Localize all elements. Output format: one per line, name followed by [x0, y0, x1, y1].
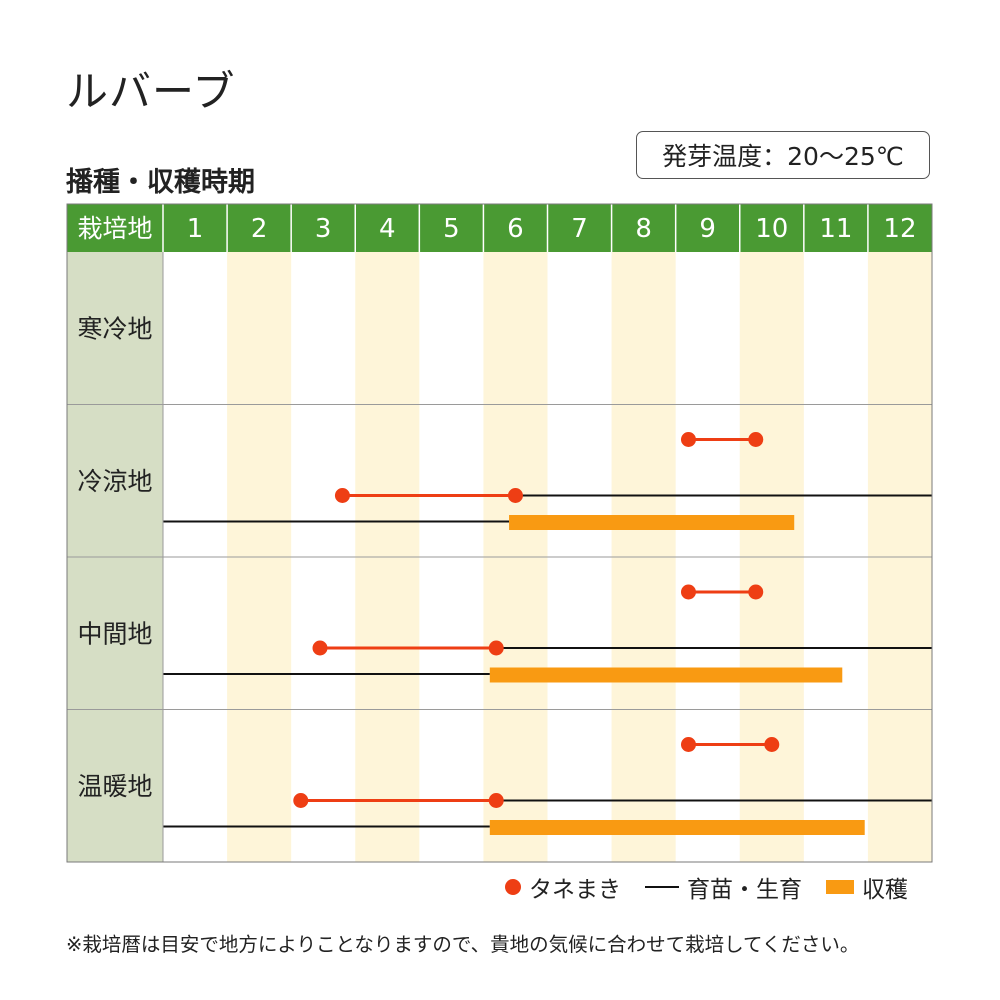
seeding-dot: [334, 488, 350, 503]
harvest-bar: [489, 820, 865, 835]
month-label-12: 12: [883, 214, 916, 244]
seeding-dot: [680, 432, 696, 447]
region-label: 温暖地: [77, 772, 152, 801]
seeding-dot: [748, 432, 764, 447]
month-label-2: 2: [251, 214, 268, 244]
seeding-dot: [312, 640, 328, 656]
seeding-dot: [748, 584, 764, 600]
legend-harvest-label: 収穫: [862, 877, 908, 903]
month-label-5: 5: [443, 214, 460, 244]
month-label-11: 11: [819, 214, 852, 244]
region-label: 冷涼地: [77, 467, 152, 496]
month-label-8: 8: [635, 214, 652, 244]
germination-temp-badge: 発芽温度：20～25℃: [636, 131, 930, 179]
legend: タネまき 育苗・生育 収穫: [505, 870, 908, 904]
legend-harvest: 収穫: [826, 870, 908, 904]
seeding-dot: [680, 737, 696, 752]
seeding-dot: [488, 793, 504, 808]
page-title: ルバーブ: [66, 67, 236, 116]
seeding-dot: [293, 793, 309, 808]
region-label: 中間地: [77, 619, 152, 648]
legend-grow: 育苗・生育: [645, 870, 802, 904]
region-label: 寒冷地: [77, 314, 152, 343]
month-label-7: 7: [571, 214, 588, 244]
legend-grow-label: 育苗・生育: [687, 877, 802, 903]
legend-seed: タネまき: [505, 870, 621, 904]
seeding-dot: [764, 737, 780, 752]
chart-border: [66, 203, 933, 863]
legend-seed-label: タネまき: [529, 877, 621, 903]
seeding-dot: [507, 488, 523, 503]
footnote: ※栽培暦は目安で地方によりことなりますので、貴地の気候に合わせて栽培してください…: [66, 933, 860, 956]
month-label-10: 10: [755, 214, 788, 244]
month-label-1: 1: [187, 214, 204, 244]
header-label: 栽培地: [77, 214, 152, 243]
seeding-dot: [680, 584, 696, 600]
seeding-dot: [488, 640, 504, 656]
harvest-bar-icon: [826, 880, 854, 894]
month-label-3: 3: [315, 214, 332, 244]
harvest-bar: [489, 667, 843, 683]
header-bar: [67, 204, 932, 252]
month-label-4: 4: [379, 214, 396, 244]
month-label-6: 6: [507, 214, 524, 244]
harvest-bar: [509, 515, 795, 530]
grow-line-icon: [645, 886, 679, 888]
chart-subtitle: 播種・収穫時期: [66, 167, 255, 198]
seed-dot-icon: [505, 879, 521, 895]
month-label-9: 9: [699, 214, 716, 244]
